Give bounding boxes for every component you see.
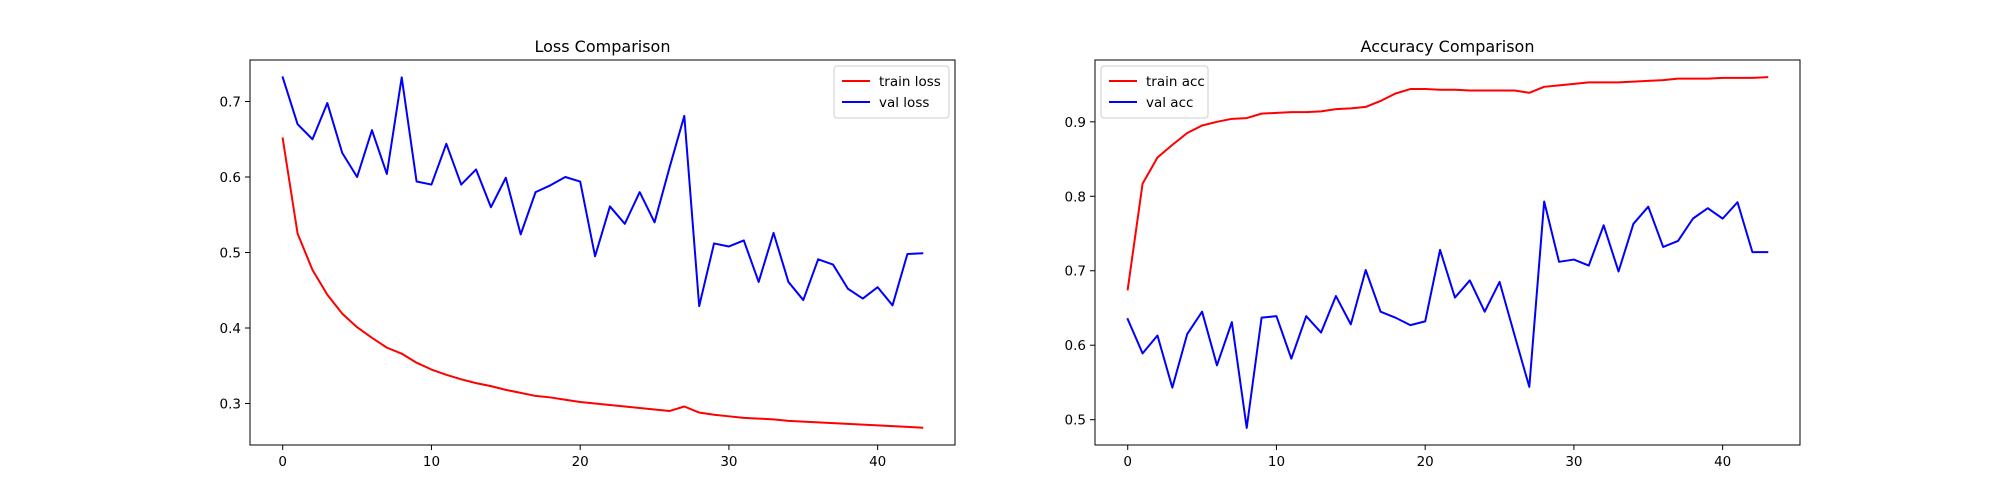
legend-box [1100,65,1209,119]
x-tick-label: 40 [869,454,886,470]
legend-box [833,65,950,119]
legend: train acc val acc [1100,65,1209,119]
x-tick-label: 10 [1268,454,1285,470]
legend-label: train loss [879,74,941,90]
y-tick-label: 0.5 [220,246,241,262]
x-tick-label: 30 [720,454,737,470]
series-line-train-acc [1126,76,1769,291]
x-tick-label: 0 [278,454,287,470]
series-line-train-loss [281,137,924,429]
chart-title: Loss Comparison [535,37,671,56]
y-tick-label: 0.7 [220,95,241,111]
legend-label: val loss [879,95,929,111]
x-tick-label: 30 [1565,454,1582,470]
series-line-val-acc [1126,200,1769,429]
x-tick-label: 20 [572,454,589,470]
y-tick-label: 0.5 [1065,413,1086,429]
legend-label: val acc [1146,95,1193,111]
y-tick-label: 0.6 [220,170,241,186]
accuracy-comparison-chart: Accuracy Comparison 0 10 20 30 40 0.5 0.6 0.7 0.8… [1065,37,1801,470]
x-tick-label: 0 [1123,454,1132,470]
x-tick-label: 10 [423,454,440,470]
series-line-val-loss [281,76,924,308]
chart-title: Accuracy Comparison [1361,37,1535,56]
legend: train loss val loss [833,65,950,119]
y-tick-label: 0.4 [220,321,241,337]
y-tick-label: 0.6 [1065,338,1086,354]
y-tick-label: 0.9 [1065,115,1086,131]
x-tick-label: 40 [1714,454,1731,470]
legend-label: train acc [1146,74,1205,90]
axes-frame [1094,59,1801,446]
loss-comparison-chart: Loss Comparison 0 10 20 30 40 0.3 0.4 0.5 0.6 0.7 t… [220,37,956,470]
y-tick-label: 0.8 [1065,189,1086,205]
y-tick-label: 0.3 [220,396,241,412]
x-tick-label: 20 [1417,454,1434,470]
y-tick-label: 0.7 [1065,264,1086,280]
